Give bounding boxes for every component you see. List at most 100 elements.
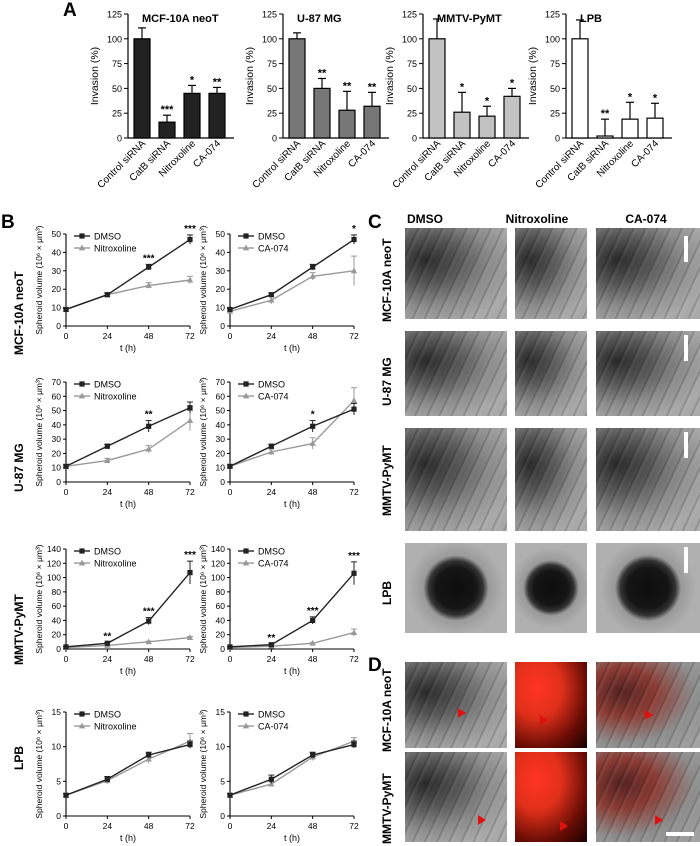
y-tick-label: 20 [52,630,62,640]
x-tick-label: 48 [144,654,154,664]
x-tick-label: 72 [349,331,359,341]
x-tick-label: 0 [228,821,233,831]
y-tick-label: 5 [56,776,61,786]
legend-label-treatment: CA-074 [258,244,289,254]
data-point-dmso [227,306,233,313]
fluor-mcf10a-merge [596,662,700,748]
x-tick-label: 24 [103,487,113,497]
y-tick-label: 50 [550,84,560,94]
legend-marker-dmso [243,711,249,717]
growth-row-label-mcf10a: MCF-10A neoT [12,271,26,355]
fluor-mmtv-red-channel [515,752,587,842]
micro-col-nitroxoline: Nitroxoline [505,212,569,226]
growth-chart-u87mg-nitroxoline: 0 10 20 30 40 50 60 70 0 24 48 72 t (h) Spheroid volu… [34,377,195,509]
x-tick-label: 72 [349,487,359,497]
y-tick-label: 100 [47,573,61,583]
y-tick-label: 60 [216,391,226,401]
y-axis-label: Spheroid volume (10⁶ × μm³) [34,225,44,334]
x-tick-label: 48 [308,821,318,831]
series-line-treatment [229,631,355,649]
y-tick-label: 25 [550,109,560,119]
data-point-dmso [351,406,357,412]
micro-row-label-u87mg: U-87 MG [380,357,394,406]
y-axis-label: Spheroid volume (10⁶ × μm³) [198,709,208,818]
y-tick-label: 80 [216,587,226,597]
significance-marker: ** [343,80,352,92]
bar [363,105,381,139]
x-tick-label: 72 [185,487,195,497]
legend-marker-treatment [78,244,86,251]
panel-label-d: D [368,655,382,676]
data-point-dmso [227,463,233,469]
y-tick-label: 0 [220,644,225,654]
y-tick-label: 0 [555,134,560,144]
data-point-dmso [63,463,69,469]
scale-bar [684,547,688,573]
significance-marker: *** [143,253,155,264]
micro-row-label-lpb: LPB [380,581,394,605]
growth-chart-mcf10a-ca074: 0 10 20 30 40 50 0 24 48 72 t (h) Spheroid volume (… [198,224,359,353]
micrograph-u87mg-dmso [405,331,507,416]
bar [183,92,201,139]
significance-marker: * [628,91,633,103]
x-axis-label: t (h) [120,833,136,843]
bar [503,95,521,139]
legend-label-dmso: DMSO [94,547,121,557]
bar [453,111,471,139]
growth-chart-lpb-ca074: 0 5 10 15 0 24 48 72 t (h) Spheroid volume (10⁶ ×… [198,707,359,843]
bar [571,38,589,139]
legend-label-dmso: DMSO [258,710,285,720]
data-point-dmso [104,292,110,298]
series-line-dmso [65,238,191,311]
fluor-mmtv-merge [596,752,700,842]
significance-marker: ** [318,67,327,79]
y-tick-label: 5 [220,776,225,786]
data-point-treatment [145,282,152,288]
series-line-treatment [65,279,191,311]
x-tick-label: 24 [267,331,277,341]
legend-label-dmso: DMSO [94,380,121,390]
legend-marker-treatment [242,392,250,399]
y-tick-label: 100 [545,34,560,44]
significance-marker: *** [348,551,360,562]
x-axis-label: t (h) [284,343,300,353]
data-point-dmso [351,741,357,748]
significance-marker: *** [184,224,196,235]
x-tick-label: 0 [228,487,233,497]
data-point-dmso [310,752,316,758]
fluor-mcf10a-red-channel [515,662,587,748]
data-point-treatment [309,440,316,446]
data-point-treatment [350,397,358,403]
y-tick-label: 75 [407,59,417,69]
growth-row-label-u87mg: U-87 MG [12,443,26,492]
y-tick-label: 10 [52,742,62,752]
y-tick-label: 10 [216,742,226,752]
y-axis-label: Spheroid volume (10⁶ × μm³) [198,377,208,486]
data-point-dmso [227,792,233,798]
legend-label-dmso: DMSO [258,232,285,242]
growth-chart-lpb-nitroxoline: 0 5 10 15 0 24 48 72 t (h) Spheroid volume (10⁶ ×… [34,707,195,843]
chart-title: U-87 MG [297,13,342,25]
x-tick-label: 0 [64,331,69,341]
x-tick-label: CA-074 [629,138,661,170]
data-point-treatment [309,639,316,646]
data-point-dmso [146,423,152,429]
y-tick-label: 50 [267,84,277,94]
legend-label-treatment: CA-074 [258,722,289,732]
data-point-dmso [63,644,69,650]
y-axis-label: Invasion (%) [527,47,539,105]
y-tick-label: 10 [216,303,226,313]
legend-label-treatment: Nitroxoline [94,559,137,569]
growth-chart-mcf10a-nitroxoline: 0 10 20 30 40 50 0 24 48 72 t (h) Spheroid volume (… [34,224,196,353]
significance-marker: *** [184,550,196,561]
x-tick-label: 0 [64,654,69,664]
y-tick-label: 100 [262,34,277,44]
y-axis-label: Invasion (%) [89,47,101,105]
significance-marker: *** [307,606,319,617]
x-tick-label: 48 [144,821,154,831]
data-point-dmso [63,306,69,313]
bar [313,87,331,139]
data-point-dmso [104,776,110,782]
